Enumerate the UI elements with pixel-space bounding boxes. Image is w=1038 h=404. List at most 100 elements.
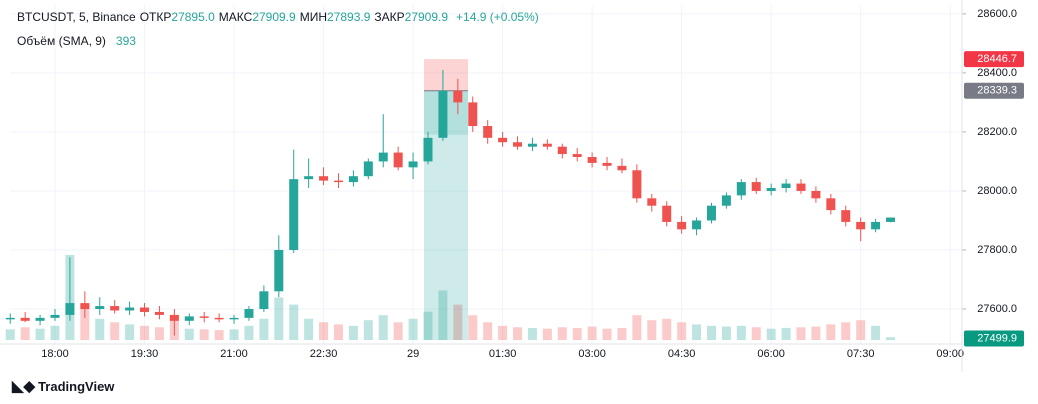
stop-price-label-bg bbox=[964, 51, 1024, 68]
volume-bar bbox=[393, 322, 403, 340]
volume-bar bbox=[363, 320, 373, 340]
candle-body bbox=[841, 210, 851, 222]
candle-body bbox=[214, 317, 224, 320]
candle-body bbox=[50, 314, 60, 318]
volume-bar bbox=[50, 325, 60, 340]
volume-bar bbox=[140, 325, 150, 340]
x-tick-label: 09:00 bbox=[936, 348, 964, 360]
candle-body bbox=[811, 190, 821, 199]
candle-body bbox=[602, 162, 612, 166]
volume-bar bbox=[244, 325, 254, 340]
legend-main: BTCUSDT, 5, Binance ОТКР27895.0 МАКС27909.… bbox=[17, 10, 543, 24]
candle-body bbox=[557, 146, 567, 155]
stop-zone bbox=[424, 59, 468, 91]
candle-body bbox=[766, 187, 776, 191]
x-tick-label: 06:00 bbox=[757, 348, 785, 360]
volume-bar bbox=[557, 327, 567, 340]
volume-bar bbox=[751, 327, 761, 340]
ohlc-value: 27909.9 bbox=[252, 10, 296, 24]
candle-body bbox=[692, 220, 702, 230]
volume-bar bbox=[841, 322, 851, 340]
volume-bar bbox=[856, 320, 866, 340]
volume-bar bbox=[259, 318, 269, 340]
candle-body bbox=[304, 176, 314, 180]
candle-body bbox=[184, 316, 194, 321]
volume-bar bbox=[498, 325, 508, 340]
ohlc-value: 27895.0 bbox=[171, 10, 215, 24]
x-tick-label: 04:30 bbox=[668, 348, 696, 360]
x-tick-label: 01:30 bbox=[489, 348, 517, 360]
volume-bar bbox=[453, 304, 463, 340]
candle-body bbox=[80, 303, 90, 310]
volume-bar bbox=[602, 328, 612, 340]
stop-price-label: 28446.7 bbox=[977, 53, 1017, 65]
volume-bar bbox=[647, 320, 657, 340]
y-tick-label: 28000.0 bbox=[977, 185, 1017, 197]
candle-body bbox=[378, 152, 388, 162]
candle-body bbox=[587, 157, 597, 163]
candle-body bbox=[572, 154, 582, 158]
candle-body bbox=[35, 317, 45, 321]
volume-bar bbox=[617, 327, 627, 340]
ohlc-label: МАКС bbox=[218, 10, 253, 24]
ohlc: ОТКР27895.0 МАКС27909.9 МИН27893.9 ЗАКР2790… bbox=[140, 10, 452, 24]
volume-bar bbox=[348, 325, 358, 340]
volume-bar bbox=[706, 325, 716, 340]
candle-body bbox=[393, 152, 403, 168]
y-tick-label: 28200.0 bbox=[977, 126, 1017, 138]
symbol[interactable]: BTCUSDT, 5, Binance bbox=[17, 10, 136, 24]
candle-body bbox=[647, 198, 657, 206]
volume-bar bbox=[826, 324, 836, 340]
y-tick-label: 28400.0 bbox=[977, 67, 1017, 79]
change: +14.9 (+0.05%) bbox=[456, 10, 539, 24]
candle-body bbox=[229, 317, 239, 320]
candle-body bbox=[259, 291, 269, 310]
volume-bar bbox=[692, 324, 702, 340]
candle-body bbox=[333, 180, 343, 183]
candle-body bbox=[751, 182, 761, 191]
candle-body bbox=[662, 205, 672, 222]
volume-bar bbox=[378, 315, 388, 340]
candle-body bbox=[677, 221, 687, 230]
volume-bar bbox=[125, 324, 135, 340]
volume-bar bbox=[20, 327, 30, 340]
volume-bar bbox=[632, 315, 642, 340]
volume-bar bbox=[468, 315, 478, 340]
volume-bar bbox=[871, 325, 881, 340]
candle-body bbox=[274, 249, 284, 292]
candle-body bbox=[408, 161, 418, 168]
ohlc-label: ЗАКР bbox=[374, 10, 405, 24]
volume-bar bbox=[80, 304, 90, 340]
candle-body bbox=[65, 303, 75, 315]
candle-body bbox=[438, 90, 448, 138]
entry-price-label: 28339.3 bbox=[977, 85, 1017, 97]
volume-bar bbox=[319, 322, 329, 340]
volume-bar bbox=[423, 311, 433, 340]
last-price-label: 27499.9 bbox=[977, 332, 1017, 344]
candle-body bbox=[468, 102, 478, 127]
volume-bar bbox=[110, 322, 120, 340]
candle-body bbox=[95, 306, 105, 310]
volume-bar bbox=[542, 328, 552, 340]
y-tick-label: 28600.0 bbox=[977, 8, 1017, 20]
candle-body bbox=[736, 182, 746, 196]
candle-body bbox=[423, 137, 433, 162]
candle-body bbox=[617, 165, 627, 171]
candle-body bbox=[5, 317, 15, 320]
candle-body bbox=[513, 142, 523, 147]
volume-bar bbox=[333, 324, 343, 340]
entry-price-label-bg bbox=[964, 82, 1024, 99]
volume-label[interactable]: Объём (SMA, 9) bbox=[17, 34, 106, 48]
logo: ◣◆ bbox=[12, 378, 36, 395]
candle-body bbox=[498, 137, 508, 143]
volume-bar bbox=[736, 325, 746, 340]
volume-value: 393 bbox=[115, 34, 136, 48]
x-tick-label: 18:00 bbox=[41, 348, 69, 360]
volume-bar bbox=[408, 318, 418, 340]
candle-body bbox=[125, 307, 135, 311]
volume-bar bbox=[438, 290, 448, 340]
brand[interactable]: ◣◆ TradingView bbox=[12, 377, 114, 395]
volume-bar bbox=[886, 337, 896, 340]
candle-body bbox=[199, 316, 209, 318]
